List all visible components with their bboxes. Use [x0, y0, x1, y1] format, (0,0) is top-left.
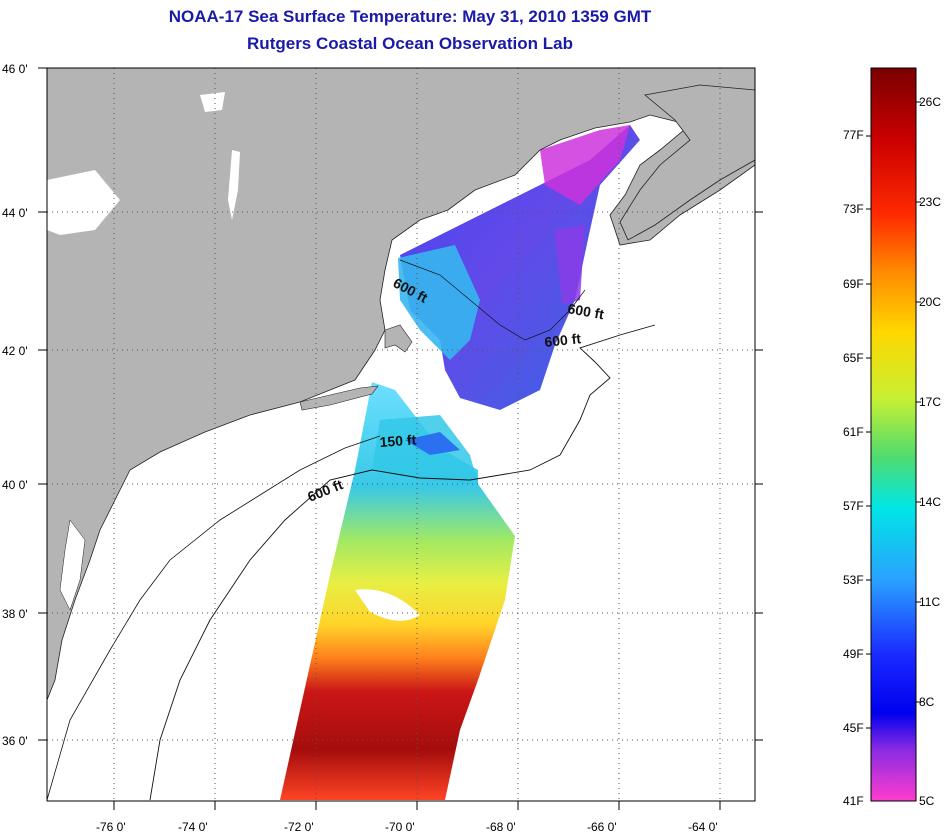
- colorbar-label-f: 61F: [843, 425, 864, 439]
- colorbar-label-c: 14C: [919, 495, 942, 509]
- lat-tick-label: 42 0': [2, 344, 28, 358]
- colorbar-label-f: 53F: [843, 573, 864, 587]
- graticule: [47, 68, 755, 801]
- colorbar-label-c: 20C: [919, 295, 942, 309]
- land-nova-scotia: [619, 84, 755, 241]
- lake-small: [200, 92, 225, 112]
- lat-tick-label: 46 0': [2, 62, 28, 76]
- lat-tick-label: 36 0': [2, 734, 28, 748]
- colorbar-label-f: 49F: [843, 647, 864, 661]
- colorbar-label-c: 23C: [919, 195, 942, 209]
- colorbar-label-c: 26C: [919, 95, 942, 109]
- sst-cold-patch: [405, 432, 460, 455]
- colorbar-label-f: 69F: [843, 277, 864, 291]
- contour-label: 600 ft: [544, 330, 582, 350]
- lon-tick-label: -74 0': [178, 820, 208, 834]
- map-frame: [46, 67, 756, 802]
- lake-ontario-edge: [47, 170, 120, 235]
- colorbar: [870, 67, 917, 802]
- lon-tick-label: -72 0': [284, 820, 314, 834]
- lon-tick-label: -68 0': [486, 820, 516, 834]
- lon-tick-label: -66 0': [587, 820, 617, 834]
- lat-tick-label: 38 0': [2, 607, 28, 621]
- contour-600ft-south: [149, 469, 471, 801]
- colorbar-label-f: 65F: [843, 351, 864, 365]
- axis-ticks: [38, 67, 763, 810]
- sst-cyan-shelf-north: [398, 245, 480, 360]
- land-long-island: [299, 385, 379, 411]
- map-title: NOAA-17 Sea Surface Temperature: May 31,…: [168, 7, 652, 26]
- colorbar-ticks: [866, 101, 921, 729]
- lon-tick-label: -70 0': [385, 820, 415, 834]
- lat-tick-label: 44 0': [2, 206, 28, 220]
- colorbar-label-f: 45F: [843, 721, 864, 735]
- contour-gulf-inner: [399, 259, 586, 341]
- lat-tick-label: 40 0': [2, 478, 28, 492]
- colorbar-label-f: 57F: [843, 499, 864, 513]
- lon-tick-label: -64 0': [688, 820, 718, 834]
- map-subtitle: Rutgers Coastal Ocean Observation Lab: [247, 34, 573, 53]
- sst-magenta-patch: [540, 125, 630, 205]
- lon-tick-label: -76 0': [96, 820, 126, 834]
- colorbar-label-c: 5C: [919, 794, 935, 808]
- contour-label: 150 ft: [379, 431, 417, 450]
- colorbar-label-c: 11C: [919, 595, 941, 609]
- colorbar-label-f: 41F: [843, 794, 864, 808]
- contour-600ft-georges: [469, 324, 656, 481]
- lake-champlain: [228, 150, 240, 220]
- land-mainland: [47, 68, 755, 701]
- land-cape-cod: [384, 324, 413, 353]
- colorbar-label-f: 73F: [843, 202, 864, 216]
- sst-swath-south: [280, 382, 515, 800]
- colorbar-label-c: 8C: [919, 695, 935, 709]
- cloud-gap: [355, 589, 420, 621]
- sst-violet-patch: [555, 225, 585, 305]
- colorbar-label-c: 17C: [919, 395, 942, 409]
- chesapeake-bay: [59, 519, 86, 611]
- contour-150ft: [47, 435, 381, 801]
- contour-label: 600 ft: [566, 300, 605, 322]
- colorbar-label-f: 77F: [843, 128, 864, 142]
